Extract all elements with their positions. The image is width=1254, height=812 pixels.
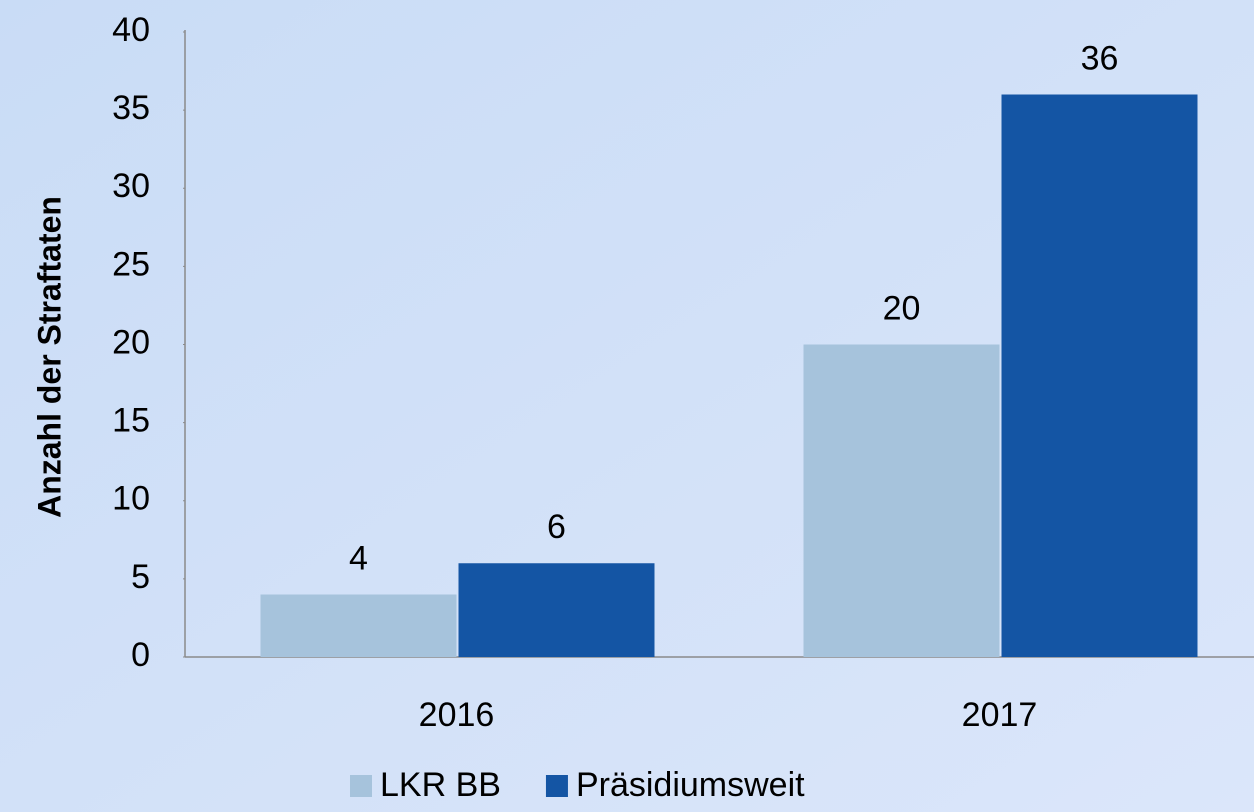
legend-label: Präsidiumsweit <box>576 766 805 804</box>
y-tick-label: 15 <box>112 402 150 440</box>
legend-label: LKR BB <box>380 766 501 804</box>
legend-swatch <box>350 775 372 797</box>
data-label: 6 <box>547 508 566 546</box>
bar <box>1001 94 1198 657</box>
y-tick-label: 0 <box>131 636 150 674</box>
y-tick-label: 20 <box>112 323 150 361</box>
bar <box>458 563 655 657</box>
legend-swatch <box>545 775 568 797</box>
bar <box>260 594 457 657</box>
y-axis-label: Anzahl der Straftaten <box>31 196 67 518</box>
data-label: 20 <box>883 289 921 327</box>
data-label: 4 <box>349 539 368 577</box>
y-tick-label: 40 <box>112 11 150 49</box>
y-tick-label: 5 <box>131 558 150 596</box>
y-tick-label: 30 <box>112 167 150 205</box>
x-tick-label: 2017 <box>962 696 1038 734</box>
y-tick-label: 10 <box>112 480 150 518</box>
x-tick-label: 2016 <box>419 696 495 734</box>
y-tick-label: 25 <box>112 245 150 283</box>
data-label: 36 <box>1081 39 1119 77</box>
y-tick-label: 35 <box>112 89 150 127</box>
bar <box>803 344 1000 657</box>
